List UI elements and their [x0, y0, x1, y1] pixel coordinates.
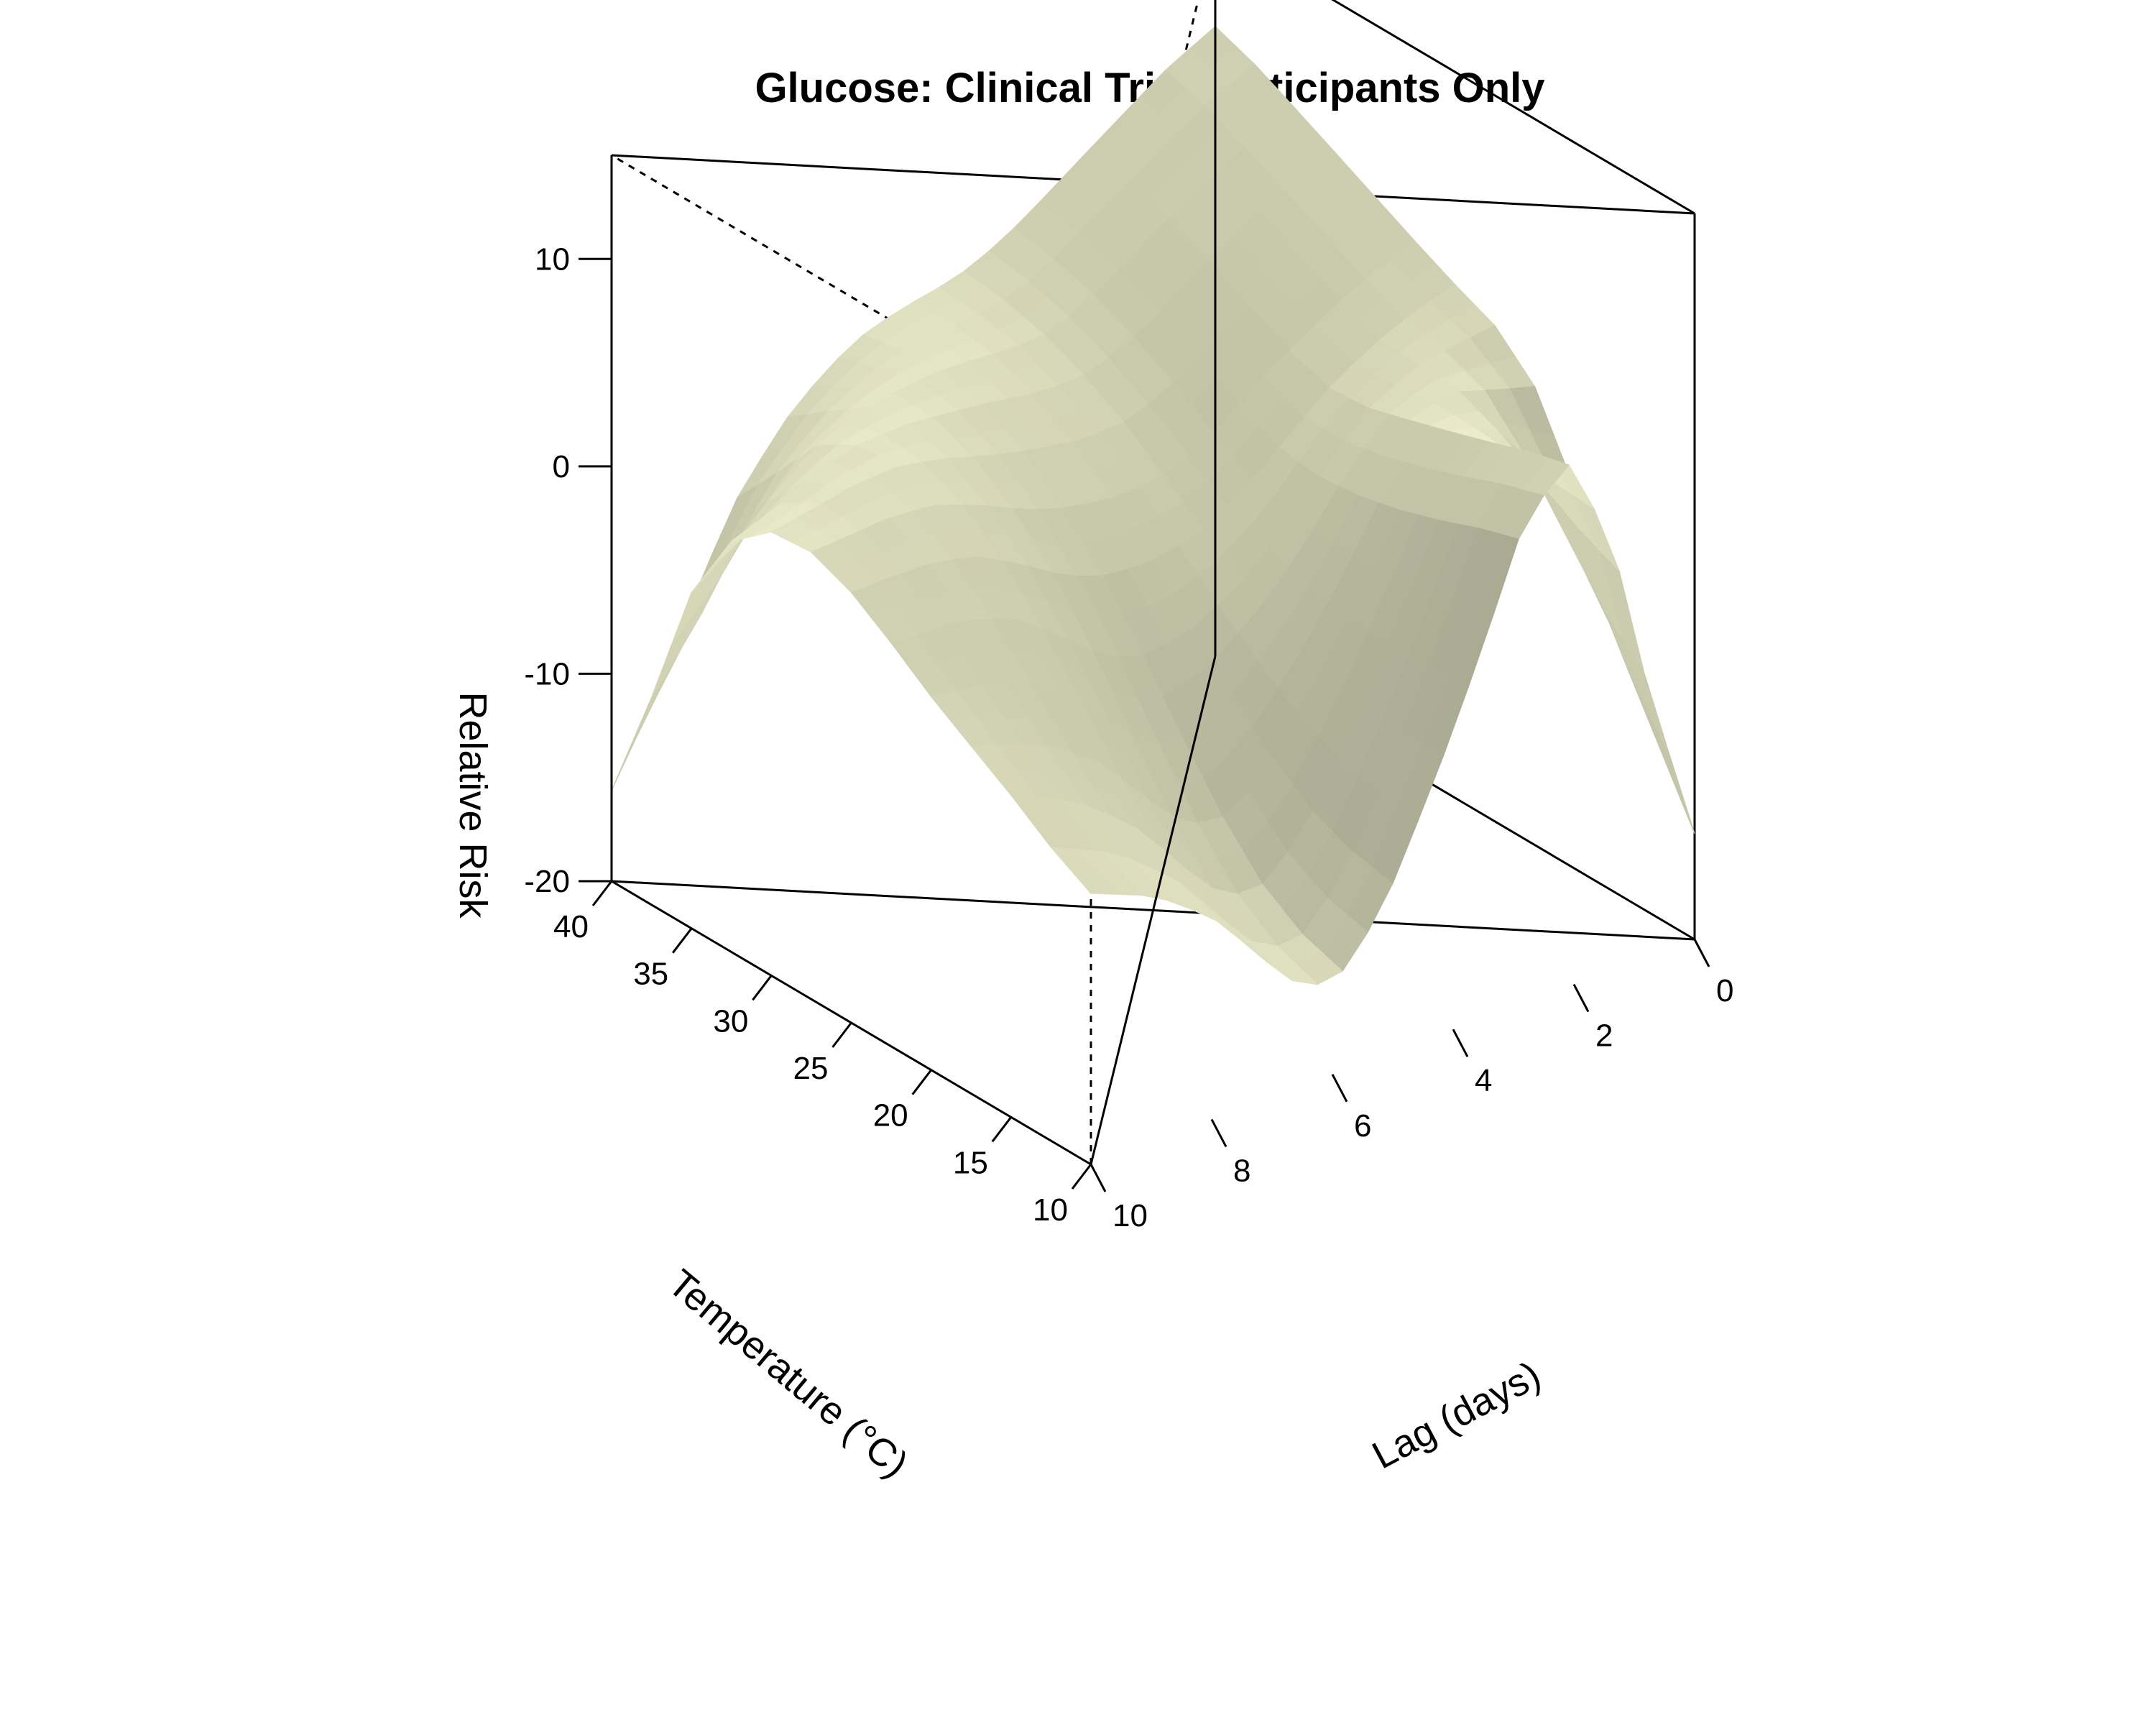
y-tick-label: 6: [1354, 1108, 1371, 1144]
y-tick-label: 4: [1475, 1063, 1492, 1098]
y-tick-label: 8: [1233, 1153, 1250, 1188]
y-tick-mark: [1331, 1074, 1348, 1103]
y-axis: 0 2 4 6 8 10: [1089, 939, 1733, 1233]
x-axis: 10 15 20 25 30 35 40: [553, 880, 1092, 1228]
x-tick-mark: [1071, 1164, 1092, 1190]
surface-facet: [1069, 870, 1118, 895]
x-tick-label: 15: [953, 1145, 988, 1180]
x-tick-mark: [752, 975, 773, 1001]
y-tick-label: 0: [1716, 973, 1733, 1008]
x-tick-mark: [911, 1069, 932, 1095]
surface-facet: [1628, 673, 1675, 785]
x-tick-label: 35: [633, 957, 668, 992]
y-tick-label: 2: [1595, 1018, 1613, 1054]
surface-facet: [611, 696, 658, 791]
z-tick-label: 0: [553, 449, 570, 484]
x-tick-mark: [591, 880, 613, 906]
z-tick-label: -10: [524, 656, 570, 691]
x-tick-mark: [991, 1116, 1013, 1143]
surface-mesh: [611, 25, 1695, 985]
surface-facet: [671, 564, 717, 645]
surface-facet: [1623, 641, 1670, 755]
z-tick-label: 10: [535, 242, 570, 277]
x-tick-mark: [831, 1022, 852, 1048]
y-axis-label: Lag (days): [1365, 1353, 1547, 1478]
x-tick-mark: [671, 927, 693, 954]
x-tick-label: 30: [713, 1003, 748, 1039]
box-edge-top-back-left: [1331, 0, 1695, 215]
surface-facet: [1649, 714, 1695, 834]
z-axis-label: Relative Risk: [451, 691, 494, 919]
y-tick-mark: [1089, 1164, 1107, 1192]
box-edge-floor-front-left: [1089, 656, 1217, 1165]
x-axis-label: Temperature (°C): [660, 1261, 916, 1486]
x-tick-label: 20: [873, 1098, 908, 1133]
y-tick-label: 10: [1112, 1198, 1148, 1233]
surface-facet: [651, 610, 697, 698]
surface-facet: [631, 655, 678, 745]
x-tick-label: 25: [793, 1051, 829, 1086]
x-tick-label: 40: [553, 909, 589, 944]
z-tick-label: -20: [524, 864, 570, 899]
y-tick-mark: [1210, 1118, 1227, 1148]
y-tick-mark: [1693, 939, 1710, 967]
y-tick-mark: [1452, 1029, 1469, 1057]
x-tick-label: 10: [1033, 1192, 1068, 1228]
z-axis: -20 -10 0 10: [524, 242, 612, 899]
y-tick-mark: [1572, 983, 1590, 1013]
